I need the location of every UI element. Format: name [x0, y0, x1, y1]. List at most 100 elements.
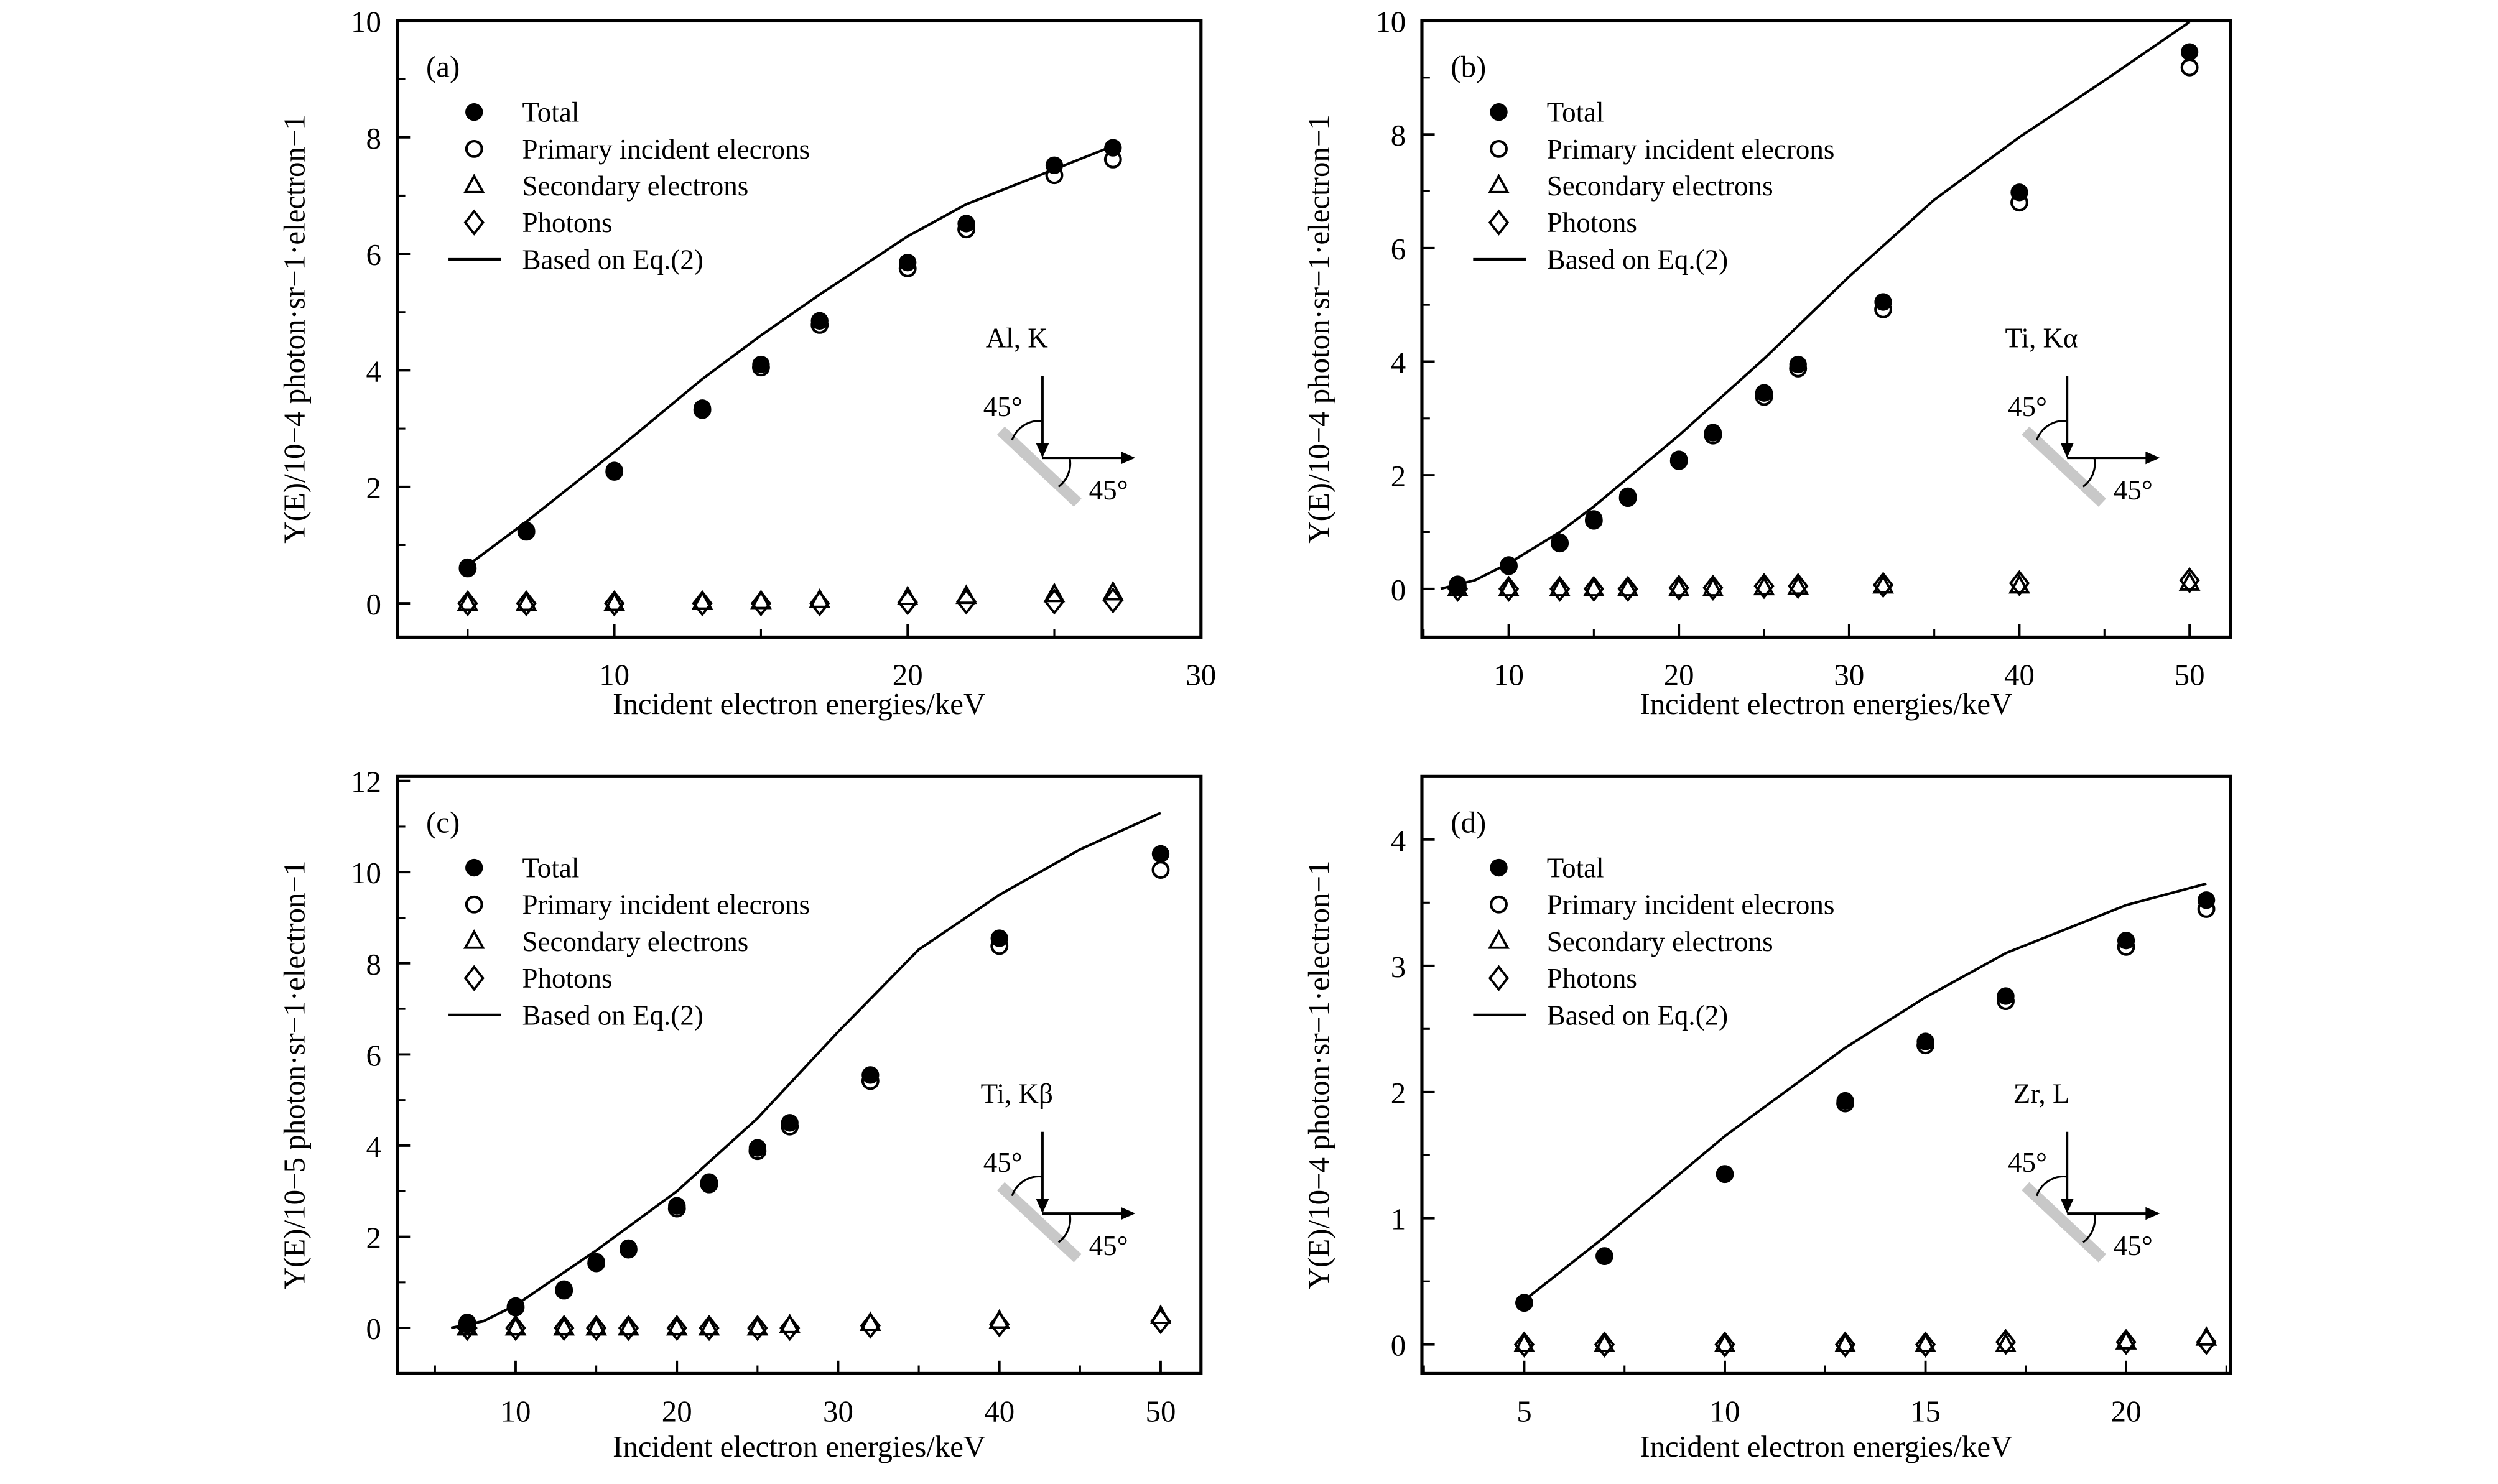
- annotation-label: Ti, Kα: [2005, 323, 2078, 354]
- total-point: [1151, 845, 1170, 863]
- total-point: [1551, 533, 1569, 552]
- photons-point: [1788, 573, 1809, 600]
- chart-panel-c: 0 2 4 6 8 10 12 10 20 30 40 50 (c) Total Primary incid…: [277, 765, 1203, 1463]
- y-axis-title: Y(E)/10−4 photon·sr−1·electron−1: [1302, 861, 1336, 1290]
- secondary-point: [1549, 577, 1571, 597]
- legend-marker: [1490, 103, 1508, 121]
- total-point: [458, 558, 477, 577]
- arrow-head: [2145, 1207, 2160, 1220]
- y-axis-title: Y(E)/10−4 photon·sr−1·electron−1: [1302, 114, 1336, 544]
- secondary-point: [553, 1315, 575, 1336]
- legend-marker: [1490, 858, 1508, 877]
- total-point: [700, 1173, 718, 1191]
- arrow-head: [1036, 443, 1049, 458]
- arrow-head: [1121, 451, 1136, 465]
- x-axis-title: Incident electron energies/keV: [613, 1429, 985, 1463]
- legend-marker: [465, 139, 483, 158]
- secondary-point: [515, 591, 537, 611]
- total-point: [2010, 183, 2028, 202]
- arrow-head: [1036, 1199, 1049, 1214]
- photons-point: [1150, 1307, 1171, 1335]
- legend-marker: [1490, 139, 1508, 158]
- legend-label: Secondary electrons: [1547, 926, 1773, 957]
- total-point: [668, 1197, 686, 1215]
- photons-point: [699, 1314, 720, 1342]
- legend-label: Based on Eq.(2): [522, 999, 703, 1031]
- x-tick-label: 40: [2004, 658, 2035, 692]
- secondary-point: [955, 584, 977, 605]
- y-tick-label: 8: [366, 947, 381, 981]
- chart-panel-a: 0 2 4 6 8 10 10 20 30 (a) Total Primary incident el…: [277, 4, 1216, 720]
- y-tick-label: 2: [366, 1221, 381, 1255]
- secondary-point: [1498, 577, 1520, 597]
- secondary-point: [618, 1315, 639, 1336]
- total-point: [1916, 1032, 1934, 1050]
- secondary-point: [1872, 573, 1894, 594]
- total-point: [1789, 355, 1807, 374]
- secondary-point: [1834, 1332, 1856, 1352]
- legend-label: Primary incident elecrons: [522, 134, 810, 165]
- plot-frame: [396, 19, 1203, 639]
- y-tick-label: 6: [366, 238, 381, 272]
- legend-marker: [1488, 174, 1510, 193]
- y-tick-label: 10: [1375, 4, 1406, 39]
- x-tick-label: 50: [2175, 658, 2205, 692]
- total-point: [518, 521, 536, 540]
- secondary-point: [1594, 1332, 1615, 1352]
- legend-label: Total: [1547, 97, 1604, 128]
- x-axis-title: Incident electron energies/keV: [1640, 687, 2012, 721]
- secondary-point: [1513, 1332, 1535, 1352]
- y-tick-label: 12: [351, 765, 381, 799]
- secondary-point: [691, 590, 713, 610]
- angle-label: 45°: [2008, 391, 2047, 422]
- legend-label: Photons: [522, 207, 612, 238]
- secondary-point: [585, 1315, 608, 1336]
- total-point: [555, 1280, 573, 1298]
- angle-label: 45°: [2008, 1147, 2047, 1178]
- secondary-point: [1702, 577, 1724, 597]
- y-tick-label: 1: [1391, 1202, 1406, 1236]
- total-point: [752, 355, 770, 374]
- arrow-head: [2145, 451, 2160, 465]
- secondary-point: [1915, 1332, 1936, 1352]
- total-point: [693, 399, 712, 417]
- y-axis-title: Y(E)/10−4 photon·sr−1·electron−1: [277, 114, 311, 544]
- chart-panel-d: 0 1 2 3 4 5 10 15 20 (d) Total Primary incident ele…: [1302, 774, 2232, 1463]
- angle-label: 45°: [1089, 475, 1128, 506]
- total-point: [605, 461, 623, 480]
- photons-point: [1702, 574, 1724, 601]
- angle-label: 45°: [2114, 475, 2153, 506]
- angle-arc: [2035, 1175, 2068, 1197]
- y-axis-title: Y(E)/10−5 photon·sr−1·electron−1: [277, 861, 311, 1290]
- y-tick-label: 2: [366, 471, 381, 505]
- arrow-head: [2060, 443, 2074, 458]
- legend-label: Based on Eq.(2): [522, 244, 703, 275]
- secondary-point: [1102, 580, 1124, 601]
- secondary-point: [809, 588, 831, 608]
- total-point: [2117, 932, 2135, 950]
- legend-label: Primary incident elecrons: [1547, 134, 1835, 165]
- total-point: [1045, 156, 1064, 174]
- secondary-point: [457, 591, 479, 611]
- x-tick-label: 15: [1910, 1394, 1941, 1429]
- panel-label: (c): [426, 805, 460, 839]
- x-tick-label: 40: [984, 1394, 1015, 1429]
- chart-panel-b: 0 2 4 6 8 10 10 20 30 40 50 (b) Total Primary inciden…: [1302, 4, 2232, 721]
- secondary-point: [504, 1315, 527, 1336]
- total-point: [620, 1239, 638, 1258]
- secondary-point: [1753, 575, 1775, 596]
- legend-label: Secondary electrons: [1547, 170, 1773, 202]
- legend-label: Primary incident elecrons: [522, 889, 810, 921]
- angle-label: 45°: [983, 1147, 1023, 1178]
- photons-point: [897, 589, 918, 616]
- y-tick-label: 4: [366, 1129, 381, 1164]
- total-point: [957, 215, 975, 233]
- y-tick-label: 4: [366, 354, 381, 388]
- x-axis-title: Incident electron energies/keV: [613, 687, 985, 721]
- legend-label: Based on Eq.(2): [1547, 244, 1728, 275]
- secondary-point: [1787, 575, 1809, 595]
- legend-label: Photons: [1547, 207, 1637, 238]
- y-tick-label: 4: [1391, 823, 1406, 858]
- eq2-curve: [467, 144, 1113, 567]
- photons-point: [2179, 567, 2200, 594]
